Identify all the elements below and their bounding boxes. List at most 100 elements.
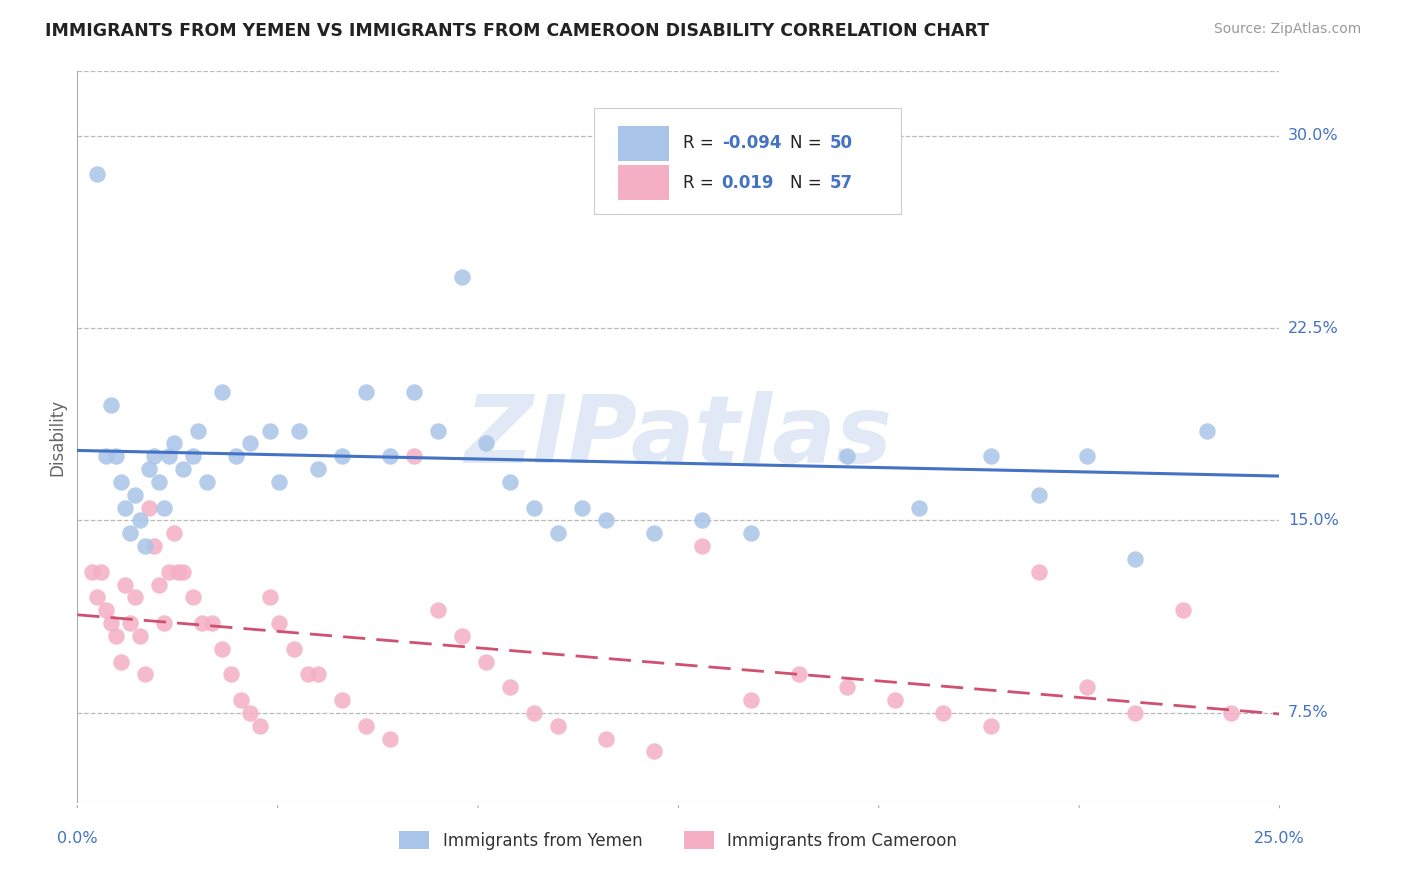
Point — [100, 616, 122, 631]
Point — [80, 565, 103, 579]
Point — [211, 385, 233, 400]
Text: R =: R = — [683, 134, 720, 153]
Point — [883, 693, 905, 707]
Point — [427, 424, 450, 438]
Point — [1123, 706, 1146, 720]
Point — [128, 629, 150, 643]
Point — [354, 385, 377, 400]
Point — [229, 693, 252, 707]
Point — [835, 681, 858, 695]
Point — [475, 655, 498, 669]
Point — [181, 591, 204, 605]
Point — [114, 500, 136, 515]
Point — [499, 681, 522, 695]
Point — [162, 526, 184, 541]
Point — [90, 565, 112, 579]
Point — [595, 731, 617, 746]
Point — [191, 616, 214, 631]
Point — [499, 475, 522, 489]
Point — [219, 667, 242, 681]
Point — [787, 667, 810, 681]
Point — [307, 462, 329, 476]
Point — [104, 629, 127, 643]
Point — [86, 167, 108, 181]
Point — [980, 719, 1002, 733]
Point — [378, 731, 401, 746]
Point — [402, 385, 425, 400]
Text: ZIPatlas: ZIPatlas — [464, 391, 893, 483]
Point — [269, 616, 291, 631]
Point — [451, 269, 474, 284]
Point — [239, 706, 262, 720]
Point — [172, 565, 194, 579]
Point — [643, 744, 665, 758]
FancyBboxPatch shape — [619, 126, 669, 161]
Point — [195, 475, 218, 489]
Point — [100, 398, 122, 412]
Text: N =: N = — [790, 134, 827, 153]
FancyBboxPatch shape — [619, 165, 669, 200]
Point — [153, 616, 176, 631]
Point — [283, 641, 305, 656]
Point — [1173, 603, 1195, 617]
Text: R =: R = — [683, 174, 720, 192]
Point — [330, 450, 353, 464]
Point — [239, 436, 262, 450]
Point — [1076, 450, 1098, 464]
Text: Source: ZipAtlas.com: Source: ZipAtlas.com — [1213, 22, 1361, 37]
Text: 22.5%: 22.5% — [1288, 320, 1339, 335]
Point — [143, 450, 166, 464]
Text: -0.094: -0.094 — [721, 134, 782, 153]
Point — [1220, 706, 1243, 720]
Point — [330, 693, 353, 707]
Text: 15.0%: 15.0% — [1288, 513, 1339, 528]
Point — [692, 514, 714, 528]
Point — [259, 424, 281, 438]
Point — [259, 591, 281, 605]
Point — [740, 526, 762, 541]
Point — [128, 514, 150, 528]
Point — [908, 500, 931, 515]
Point — [1123, 552, 1146, 566]
Point — [143, 539, 166, 553]
Point — [134, 667, 156, 681]
Text: 25.0%: 25.0% — [1254, 830, 1305, 846]
Point — [297, 667, 319, 681]
Point — [571, 500, 593, 515]
Point — [740, 693, 762, 707]
Point — [595, 514, 617, 528]
Point — [124, 591, 146, 605]
Point — [120, 526, 142, 541]
Point — [1028, 488, 1050, 502]
Point — [120, 616, 142, 631]
Y-axis label: Disability: Disability — [48, 399, 66, 475]
Point — [138, 462, 160, 476]
Point — [134, 539, 156, 553]
Point — [86, 591, 108, 605]
Point — [110, 475, 132, 489]
Text: 7.5%: 7.5% — [1288, 706, 1329, 721]
Point — [547, 526, 569, 541]
Text: IMMIGRANTS FROM YEMEN VS IMMIGRANTS FROM CAMEROON DISABILITY CORRELATION CHART: IMMIGRANTS FROM YEMEN VS IMMIGRANTS FROM… — [45, 22, 988, 40]
Point — [114, 577, 136, 591]
Point — [307, 667, 329, 681]
Point — [162, 436, 184, 450]
Point — [402, 450, 425, 464]
Point — [378, 450, 401, 464]
Point — [148, 475, 170, 489]
Point — [269, 475, 291, 489]
Point — [787, 193, 810, 207]
Point — [225, 450, 247, 464]
Point — [287, 424, 309, 438]
Point — [153, 500, 176, 515]
Point — [110, 655, 132, 669]
Point — [427, 603, 450, 617]
Point — [157, 565, 180, 579]
Point — [172, 462, 194, 476]
Text: 0.019: 0.019 — [721, 174, 775, 192]
Point — [1028, 565, 1050, 579]
Point — [692, 539, 714, 553]
Point — [96, 603, 118, 617]
Text: 57: 57 — [830, 174, 853, 192]
Point — [186, 424, 209, 438]
